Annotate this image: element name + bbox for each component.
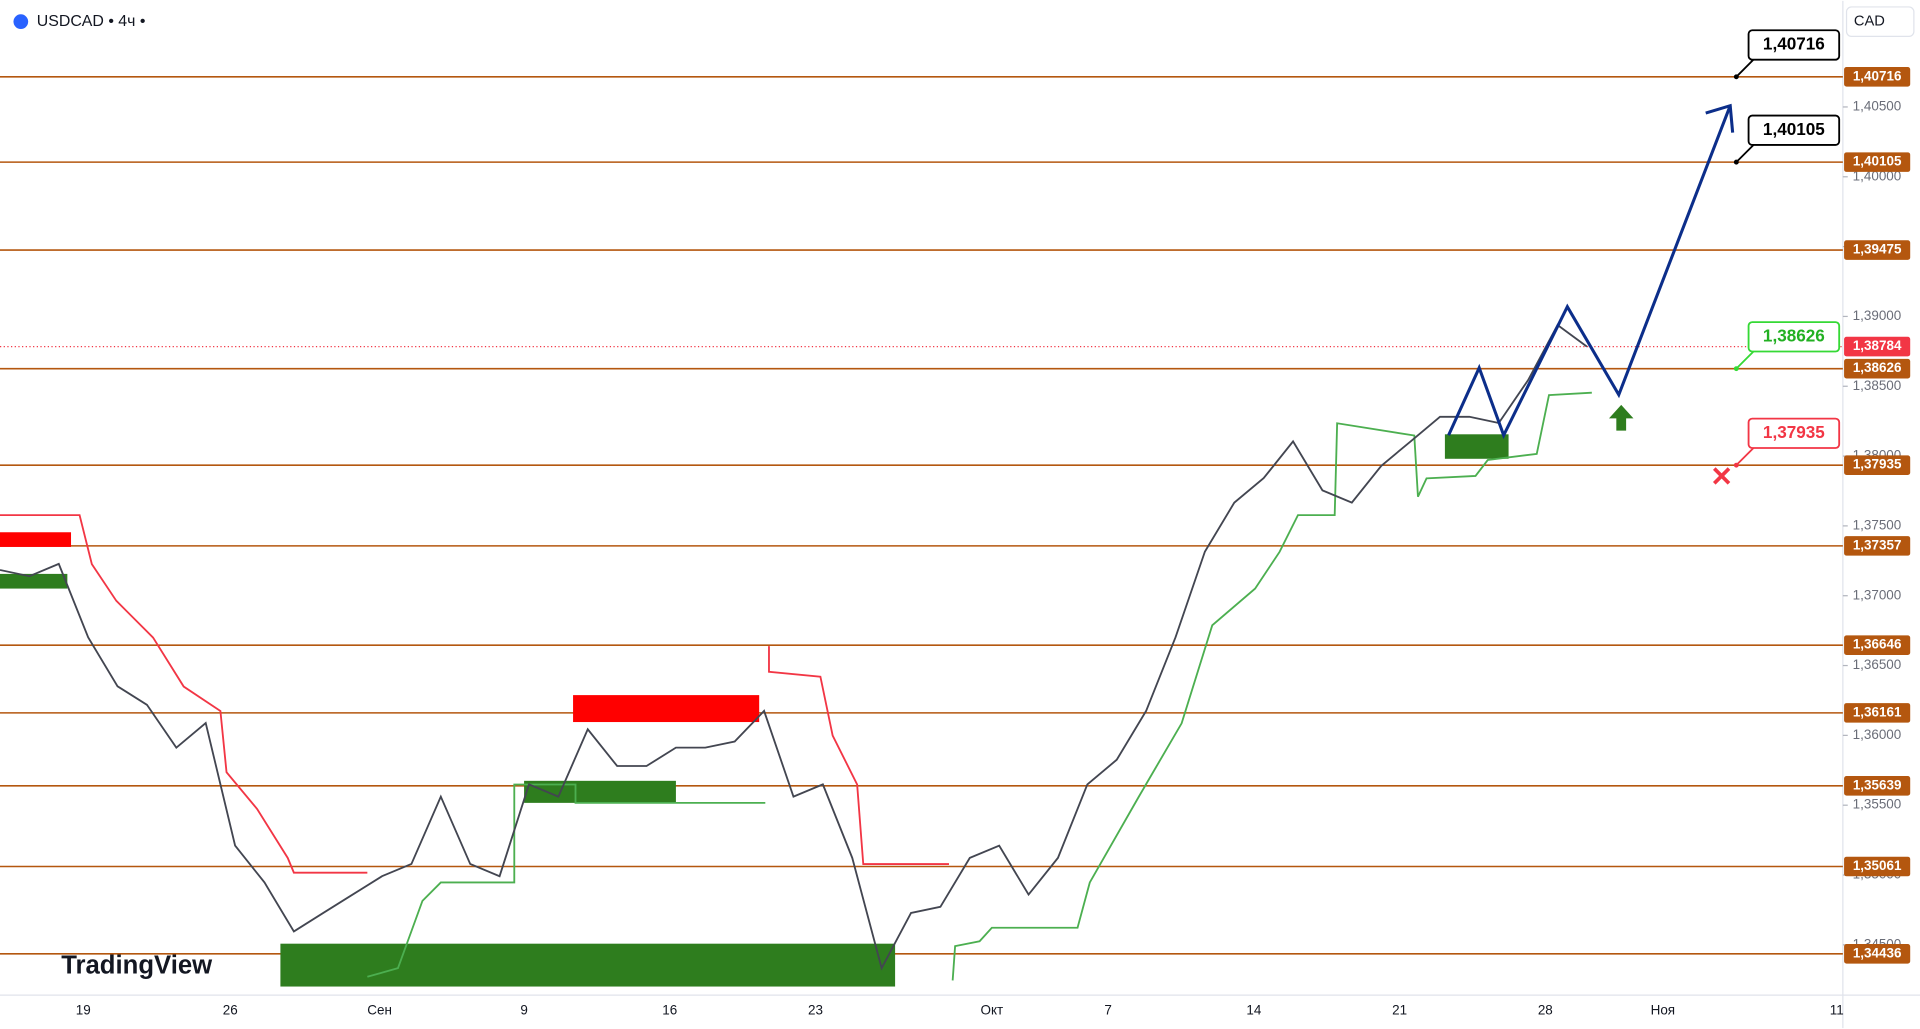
x-tick-label: 9 (520, 1003, 527, 1018)
forecast-path (1447, 105, 1732, 440)
level-label-box (1844, 943, 1911, 964)
y-tick-label: 1,39000 (1853, 308, 1902, 323)
level-label-box (1844, 455, 1911, 475)
demand-zone (0, 573, 68, 589)
price-line (0, 323, 1588, 971)
level-label: 1,35639 (1853, 777, 1902, 792)
x-tick-label: 19 (76, 1003, 91, 1018)
forecast-arrowhead (1705, 103, 1735, 133)
level-label: 1,36161 (1853, 704, 1902, 719)
y-tick-label: 1,36500 (1853, 657, 1902, 672)
x-tick-label: 14 (1246, 1003, 1261, 1018)
callout-pointer (1735, 144, 1755, 163)
buy-arrow (1608, 404, 1634, 431)
level-label: 1,35061 (1853, 858, 1902, 873)
callout-box (1747, 321, 1841, 353)
x-tick-label: Окт (981, 1003, 1004, 1018)
level-label: 1,37357 (1853, 537, 1902, 552)
current-price-label: 1,38784 (1853, 338, 1902, 353)
callout-pointer (1735, 350, 1755, 370)
current-price-box (1844, 336, 1911, 357)
level-label: 1,40716 (1853, 68, 1902, 83)
level-label-box (1844, 152, 1911, 172)
callout-label: 1,40716 (1763, 33, 1825, 53)
y-tick-label: 1,40000 (1853, 168, 1902, 183)
callout-pointer (1735, 59, 1755, 78)
level-label-box (1844, 240, 1911, 260)
x-tick-label: Сен (367, 1003, 392, 1018)
callout-box (1747, 417, 1841, 449)
y-tick-label: 1,40500 (1853, 99, 1902, 114)
level-label: 1,36646 (1853, 637, 1902, 652)
x-tick-label: 21 (1392, 1003, 1407, 1018)
level-label: 1,40105 (1853, 154, 1902, 169)
demand-zone (280, 943, 896, 987)
x-tick-label: 28 (1538, 1003, 1553, 1018)
callout-label: 1,40105 (1763, 119, 1825, 139)
y-tick-label: 1,36000 (1853, 727, 1902, 742)
x-tick-label: 11 (1830, 1003, 1844, 1018)
level-label: 1,34436 (1853, 945, 1902, 960)
level-label-box (1844, 358, 1911, 379)
x-tick-label: Ноя (1651, 1003, 1675, 1018)
y-tick-label: 1,37500 (1853, 517, 1902, 532)
x-tick-label: 26 (223, 1003, 238, 1018)
y-tick-label: 1,38500 (1853, 378, 1902, 393)
level-label: 1,39475 (1853, 242, 1902, 257)
symbol-flag (13, 14, 29, 29)
level-label-box (1844, 703, 1911, 723)
trailing-stop (367, 783, 766, 978)
callout-box (1747, 29, 1841, 61)
y-tick-label: 1,35500 (1853, 797, 1902, 812)
brand-logo[interactable]: TradingView (61, 952, 213, 980)
x-tick-label: 7 (1104, 1003, 1111, 1018)
currency-button[interactable] (1845, 6, 1915, 37)
trailing-stop (768, 646, 949, 866)
symbol-header[interactable]: USDCAD • 4ч • (37, 13, 146, 30)
level-label: 1,38626 (1853, 360, 1902, 375)
callout-label: 1,38626 (1763, 325, 1825, 345)
level-label-box (1844, 635, 1911, 655)
trailing-stop (0, 514, 368, 874)
level-label-box (1844, 536, 1911, 556)
callout-box (1747, 114, 1841, 146)
x-tick-label: 23 (808, 1003, 823, 1018)
level-label-box (1844, 856, 1911, 877)
level-label-box (1844, 775, 1911, 796)
trailing-stop (951, 391, 1592, 981)
level-label-box (1844, 66, 1911, 87)
y-tick-label: 1,37000 (1853, 587, 1902, 602)
x-tick-label: 16 (662, 1003, 677, 1018)
demand-zone (1444, 434, 1509, 459)
callout-label: 1,37935 (1763, 422, 1825, 442)
level-label: 1,37935 (1853, 457, 1902, 472)
stop-marker (1712, 467, 1731, 485)
supply-zone (573, 695, 760, 723)
supply-zone (0, 532, 72, 547)
callout-pointer (1735, 447, 1755, 466)
currency-label[interactable]: CAD (1854, 14, 1885, 30)
